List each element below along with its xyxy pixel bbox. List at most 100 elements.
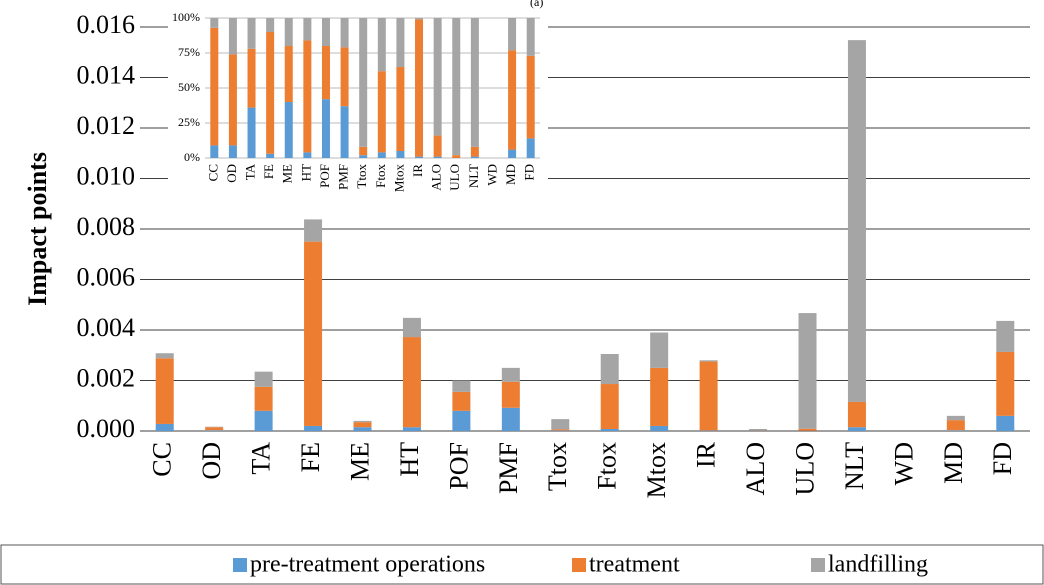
bar-segment <box>155 353 174 359</box>
bar-segment <box>551 429 570 431</box>
y-tick-label: 0.006 <box>77 262 136 291</box>
x-tick-label: Ftox <box>373 164 388 188</box>
bar-segment <box>377 152 386 158</box>
legend-box <box>0 544 1044 585</box>
y-tick-label: 0.014 <box>77 60 136 89</box>
x-tick-label: Ttox <box>354 164 369 189</box>
bar-segment <box>254 371 273 387</box>
bar-segment <box>526 138 535 158</box>
bar-segment <box>526 18 535 56</box>
bar-segment <box>377 71 386 153</box>
bar-segment <box>155 358 174 424</box>
bar-segment <box>359 18 368 147</box>
y-tick-label: 0.008 <box>77 212 136 241</box>
x-tick-label: CC <box>148 442 177 477</box>
bar-segment <box>210 145 219 158</box>
bar-segment <box>996 351 1015 416</box>
bar-segment <box>946 420 965 431</box>
bar-segment <box>303 40 312 153</box>
bar-segment <box>452 380 471 392</box>
x-tick-label: FD <box>522 164 537 181</box>
bar-segment <box>946 430 965 431</box>
bar-segment <box>402 317 421 338</box>
x-tick-label: PMF <box>336 164 351 190</box>
x-tick-label: ULO <box>447 164 462 191</box>
bar-segment <box>247 18 256 49</box>
bar-segment <box>699 430 718 431</box>
bar-segment <box>798 313 817 429</box>
bar-segment <box>470 18 479 147</box>
bar-segment <box>847 401 866 428</box>
legend-label: treatment <box>589 552 680 578</box>
bar-segment <box>396 67 405 151</box>
bar-segment <box>996 415 1015 431</box>
bar-segment <box>304 219 323 242</box>
bar-segment <box>340 106 349 158</box>
y-tick-label: 0.000 <box>77 414 136 443</box>
x-tick-label: HT <box>298 164 313 181</box>
bar-segment <box>266 32 275 154</box>
x-tick-label: WD <box>484 164 499 186</box>
y-tick-label: 0.010 <box>77 161 136 190</box>
bar-segment <box>359 146 368 156</box>
bar-segment <box>266 18 275 32</box>
bar-segment <box>847 427 866 431</box>
x-tick-label: OD <box>224 164 239 183</box>
x-tick-label: POF <box>317 164 332 188</box>
bar-segment <box>600 353 619 385</box>
bar-segment <box>304 425 323 431</box>
bar-segment <box>699 361 718 431</box>
bar-segment <box>470 146 479 157</box>
bar-segment <box>452 391 471 411</box>
x-tick-label: FE <box>296 442 325 472</box>
bar-segment <box>304 241 323 426</box>
x-tick-label: ALO <box>429 164 444 191</box>
bar-segment <box>508 18 517 51</box>
bar-segment <box>247 107 256 158</box>
x-tick-label: NLT <box>840 442 869 490</box>
legend-label: landfilling <box>828 552 928 578</box>
x-tick-label: NLT <box>466 164 481 188</box>
bar-segment <box>353 422 372 428</box>
x-tick-label: MD <box>503 164 518 185</box>
bar-segment <box>254 410 273 431</box>
x-tick-label: CC <box>205 164 220 181</box>
x-tick-label: FD <box>988 442 1017 475</box>
y-tick-label: 50% <box>178 80 200 94</box>
bar-segment <box>996 320 1015 352</box>
bar-segment <box>340 47 349 107</box>
bar-segment <box>228 54 237 146</box>
bar-segment <box>284 46 293 102</box>
x-tick-label: TA <box>247 442 276 475</box>
bar-segment <box>551 419 570 430</box>
x-tick-label: POF <box>444 442 473 490</box>
x-tick-label: ME <box>345 442 374 481</box>
bar-segment <box>650 367 669 426</box>
x-tick-label: TA <box>243 163 258 180</box>
bar-segment <box>210 18 219 28</box>
x-tick-label: HT <box>395 442 424 477</box>
x-tick-label: IR <box>692 441 721 468</box>
bar-segment <box>699 360 718 362</box>
bar-segment <box>501 407 520 431</box>
bar-segment <box>266 153 275 158</box>
bar-segment <box>551 430 570 431</box>
bar-segment <box>415 19 424 157</box>
bar-segment <box>321 46 330 100</box>
bar-segment <box>650 425 669 431</box>
bar-segment <box>377 18 386 72</box>
y-axis-label: Impact points <box>23 152 52 306</box>
x-tick-label: IR <box>410 164 425 177</box>
y-tick-label: 0.004 <box>77 313 136 342</box>
bar-segment <box>798 428 817 431</box>
bar-segment <box>501 367 520 382</box>
bar-segment <box>501 381 520 408</box>
bar-segment <box>526 55 535 139</box>
bar-segment <box>600 428 619 431</box>
bar-segment <box>321 18 330 46</box>
legend-marker <box>572 558 586 572</box>
bar-segment <box>415 18 424 20</box>
bar-segment <box>210 27 219 146</box>
bar-segment <box>254 386 273 411</box>
